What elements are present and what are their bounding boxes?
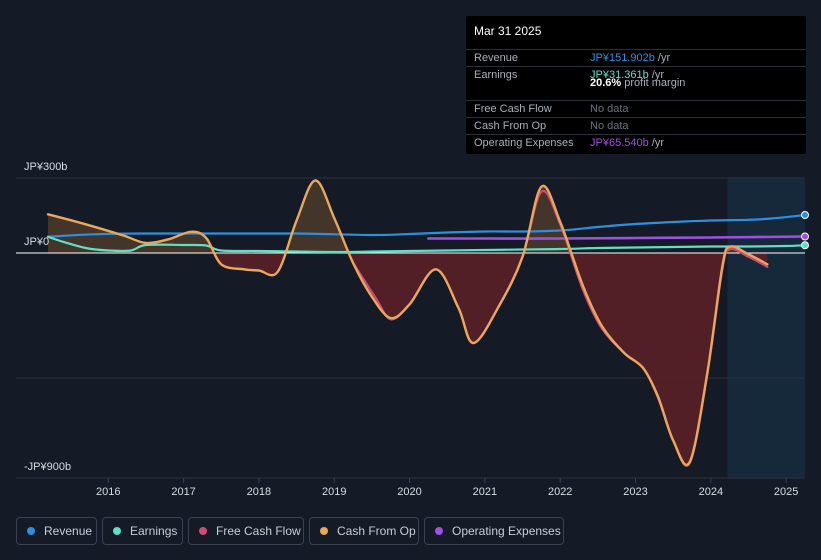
legend-revenue[interactable]: Revenue bbox=[16, 517, 97, 545]
x-tick-label: 2023 bbox=[623, 486, 647, 498]
series-line-operating-expenses bbox=[427, 235, 807, 240]
tooltip-label: Revenue bbox=[474, 52, 519, 64]
x-tick-label: 2020 bbox=[397, 486, 421, 498]
tooltip-row-cash-from-op: Cash From Op No data bbox=[466, 117, 806, 135]
legend-dot-icon bbox=[113, 527, 121, 535]
legend-label: Earnings bbox=[130, 524, 178, 538]
legend-dot-icon bbox=[199, 527, 207, 535]
tooltip-profit-margin: 20.6% profit margin bbox=[590, 77, 685, 89]
tooltip-label: Earnings bbox=[474, 69, 518, 81]
x-tick-label: 2019 bbox=[322, 486, 346, 498]
data-tooltip: Mar 31 2025 Revenue JP¥151.902b /yr Earn… bbox=[466, 16, 806, 154]
tooltip-label: Free Cash Flow bbox=[474, 103, 552, 115]
x-tick-label: 2021 bbox=[473, 486, 497, 498]
x-tick-label: 2022 bbox=[548, 486, 572, 498]
tooltip-label: Operating Expenses bbox=[474, 137, 574, 149]
endpoint-marker-operating-expenses bbox=[801, 232, 809, 241]
legend-dot-icon bbox=[320, 527, 328, 535]
y-axis-label-top: JP¥300b bbox=[24, 161, 67, 173]
endpoint-marker-revenue bbox=[801, 211, 809, 219]
legend-free-cash-flow[interactable]: Free Cash Flow bbox=[188, 517, 304, 545]
profit-margin-value: 20.6% bbox=[590, 77, 622, 89]
profit-margin-label: profit margin bbox=[621, 77, 686, 89]
tooltip-date: Mar 31 2025 bbox=[474, 24, 542, 38]
legend-label: Free Cash Flow bbox=[216, 524, 301, 538]
legend-label: Cash From Op bbox=[337, 524, 416, 538]
x-tick-label: 2024 bbox=[699, 486, 723, 498]
legend-cash-from-op[interactable]: Cash From Op bbox=[309, 517, 419, 545]
legend-label: Operating Expenses bbox=[452, 524, 561, 538]
tooltip-value: JP¥31.361b bbox=[590, 69, 649, 81]
tooltip-row-earnings: Earnings JP¥31.361b /yr bbox=[466, 66, 806, 84]
x-tick-label: 2016 bbox=[96, 486, 120, 498]
forecast-shading bbox=[727, 178, 805, 478]
tooltip-value: JP¥65.540b bbox=[590, 137, 649, 149]
tooltip-unit: /yr bbox=[648, 69, 664, 81]
tooltip-unit: /yr bbox=[654, 52, 671, 64]
series-line-revenue bbox=[46, 213, 807, 238]
tooltip-value: No data bbox=[590, 120, 629, 132]
y-axis-label-bottom: -JP¥900b bbox=[24, 461, 71, 473]
legend-label: Revenue bbox=[44, 524, 93, 538]
x-tick-label: 2025 bbox=[774, 486, 798, 498]
tooltip-row-free-cash-flow: Free Cash Flow No data bbox=[466, 100, 806, 118]
series-line-cash-from-op bbox=[46, 179, 769, 466]
tooltip-label: Cash From Op bbox=[474, 120, 547, 132]
legend-dot-icon bbox=[435, 527, 443, 535]
legend-dot-icon bbox=[27, 527, 35, 535]
y-axis-label-zero: JP¥0 bbox=[24, 236, 49, 248]
cash-from-op-negative-area bbox=[48, 253, 768, 465]
tooltip-row-revenue: Revenue JP¥151.902b /yr bbox=[466, 49, 806, 67]
series-line-earnings bbox=[46, 235, 807, 254]
tooltip-row-operating-expenses: Operating Expenses JP¥65.540b /yr bbox=[466, 134, 806, 152]
tooltip-unit: /yr bbox=[648, 137, 664, 149]
cash-from-op-positive-area bbox=[48, 180, 768, 253]
x-tick-label: 2018 bbox=[247, 486, 271, 498]
tooltip-value: JP¥151.902b bbox=[590, 52, 655, 64]
endpoint-marker-earnings bbox=[801, 241, 809, 250]
x-tick-label: 2017 bbox=[171, 486, 195, 498]
tooltip-value: No data bbox=[590, 103, 629, 115]
legend-operating-expenses[interactable]: Operating Expenses bbox=[424, 517, 564, 545]
legend-earnings[interactable]: Earnings bbox=[102, 517, 183, 545]
